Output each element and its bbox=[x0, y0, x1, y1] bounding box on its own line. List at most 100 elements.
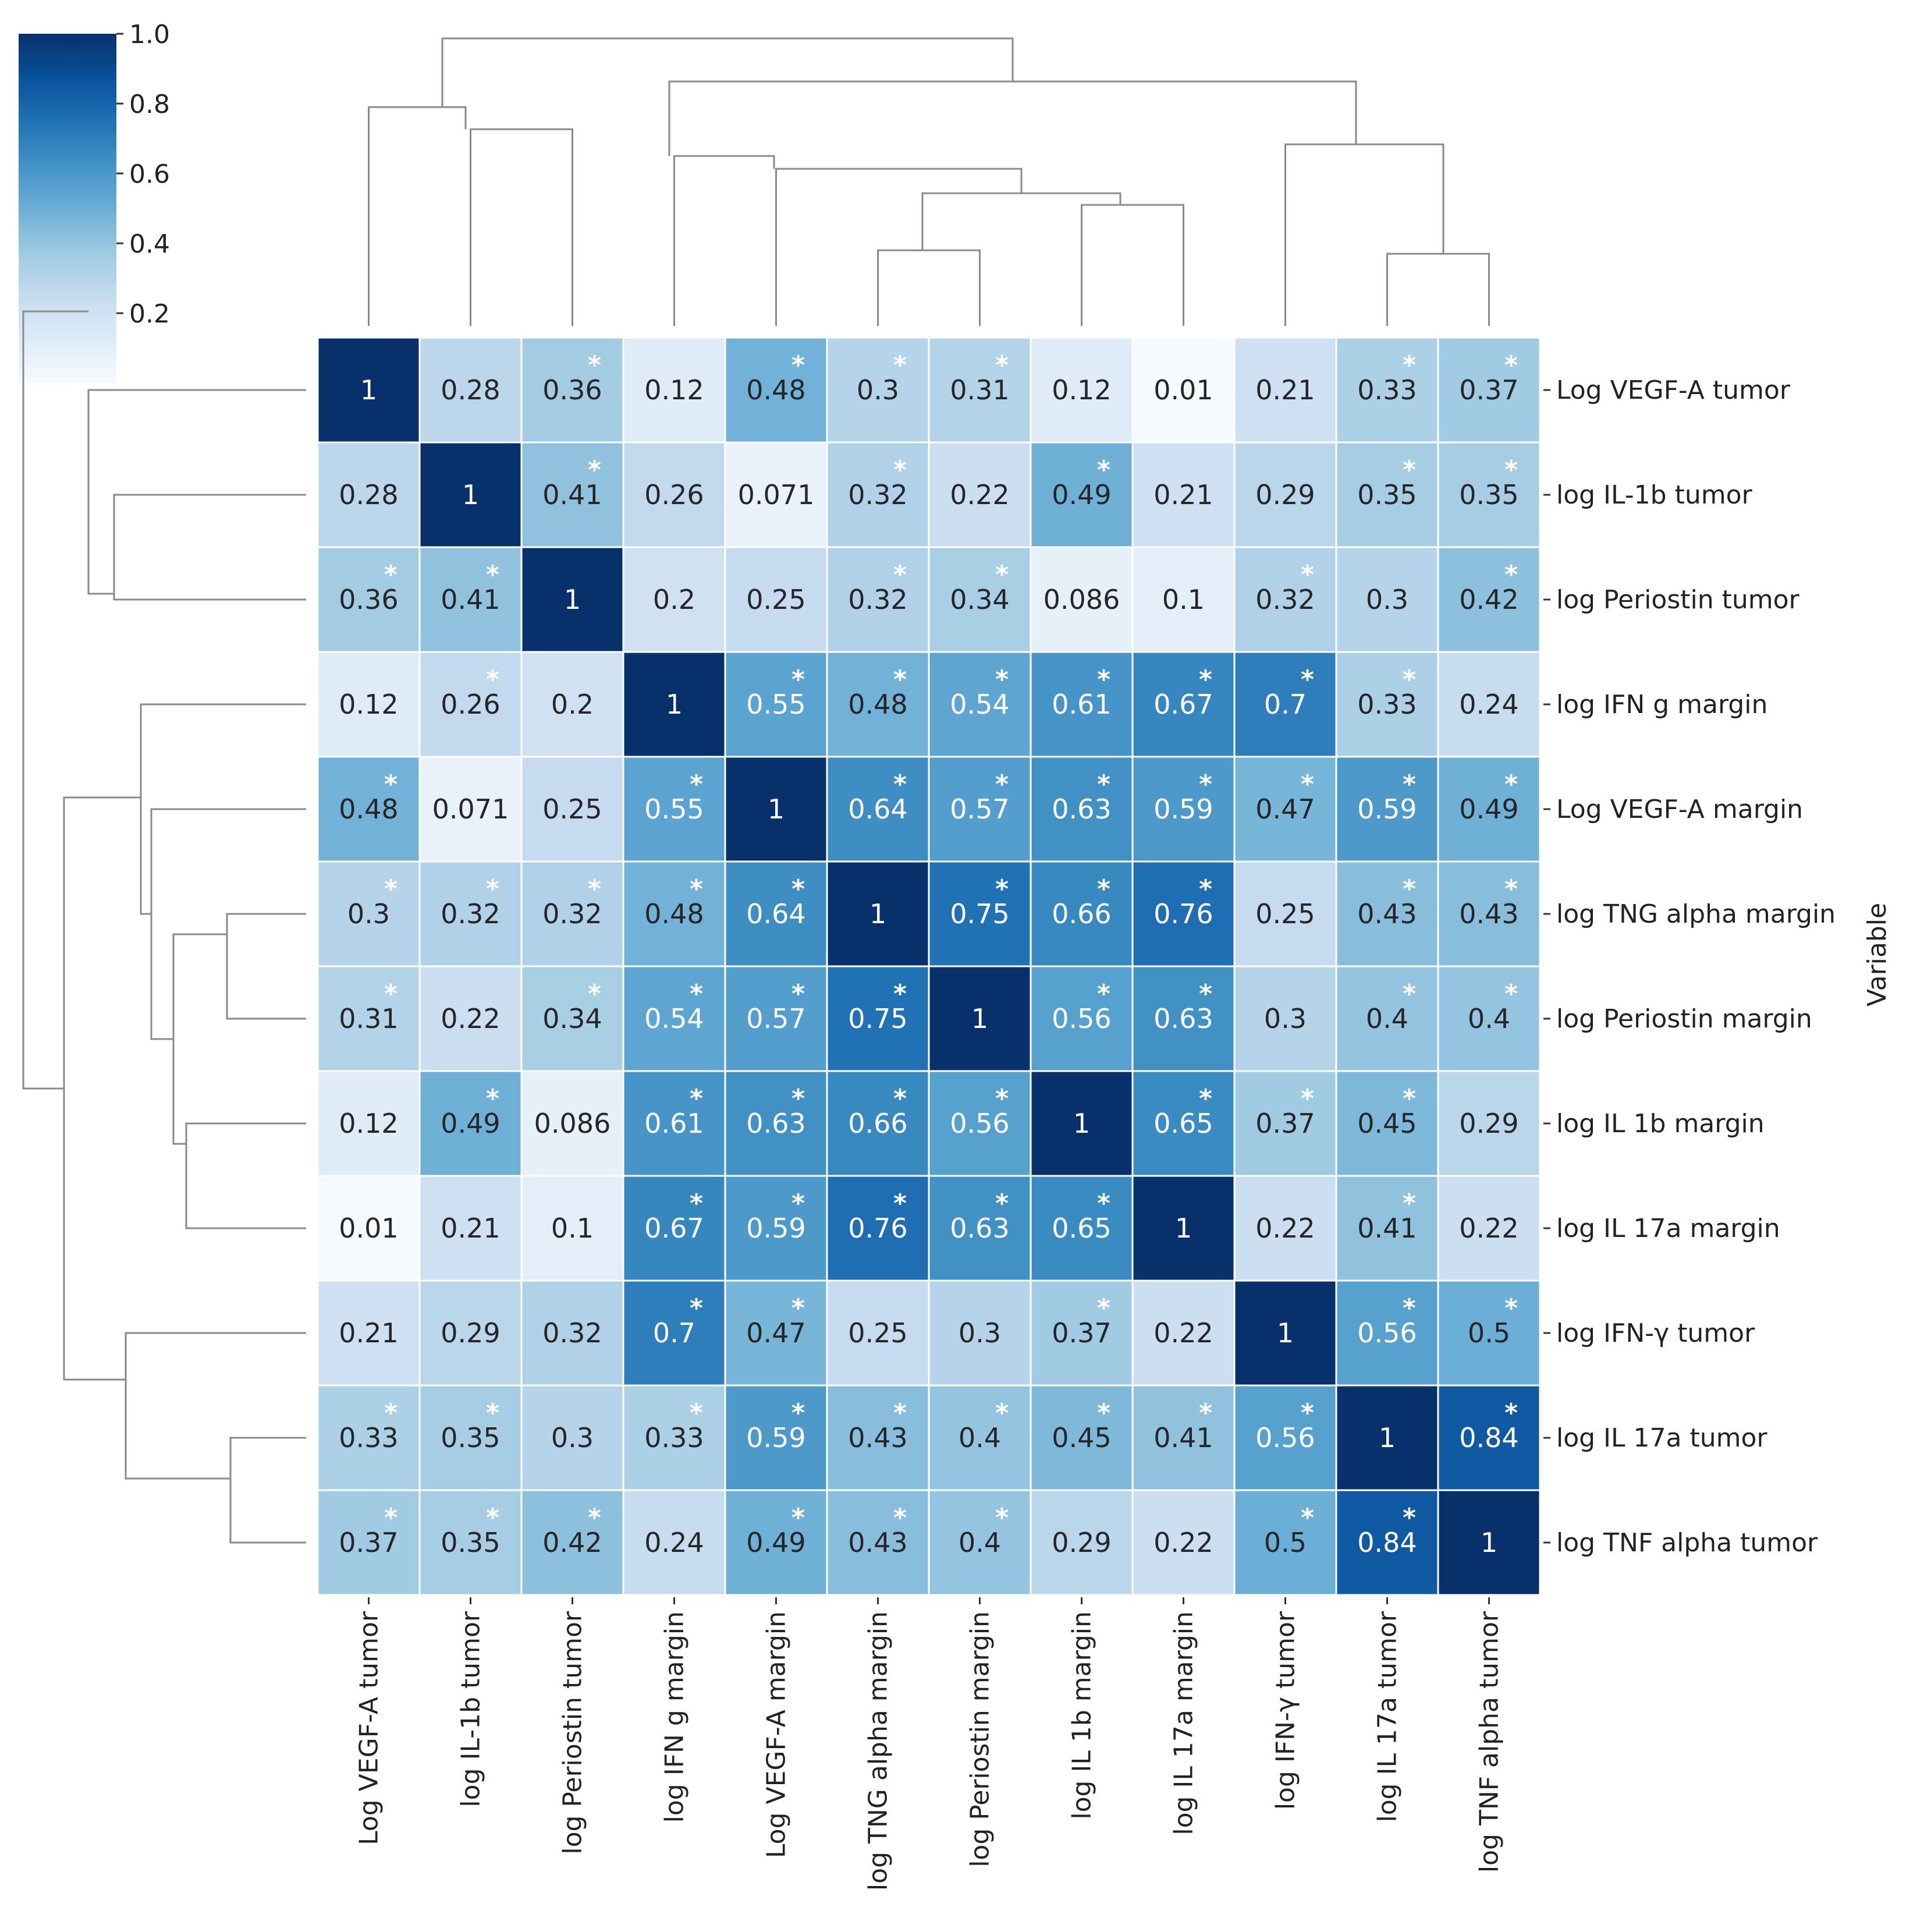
row-label: log IL 17a margin bbox=[1556, 1214, 1780, 1243]
cell-value-label: 0.37 bbox=[1459, 374, 1518, 406]
cell-value-label: 0.31 bbox=[339, 1003, 398, 1034]
heatmap-cell bbox=[928, 336, 1032, 444]
cell-value-label: 0.3 bbox=[1264, 1003, 1307, 1034]
heatmap-cell bbox=[724, 1489, 828, 1596]
heatmap-cell bbox=[520, 441, 624, 548]
heatmap-cell bbox=[1437, 1384, 1541, 1491]
significance-star: * bbox=[588, 455, 601, 485]
significance-star: * bbox=[1097, 770, 1110, 799]
dendrogram-branch bbox=[125, 1332, 306, 1480]
heatmap-cell bbox=[724, 336, 828, 444]
significance-star: * bbox=[791, 1398, 805, 1428]
cell-value-label: 0.41 bbox=[441, 584, 500, 615]
significance-star: * bbox=[1403, 874, 1416, 904]
cell-value-label: 0.37 bbox=[339, 1527, 398, 1558]
cell-value-label: 0.35 bbox=[1357, 479, 1417, 511]
heatmap-cell bbox=[520, 546, 624, 653]
heatmap-cell bbox=[1030, 441, 1134, 548]
heatmap-cell bbox=[520, 965, 624, 1072]
significance-star: * bbox=[1097, 455, 1110, 485]
column-label: log IFN g margin bbox=[660, 1611, 690, 1823]
significance-star: * bbox=[1403, 1503, 1416, 1533]
significance-star: * bbox=[1199, 1084, 1212, 1114]
significance-star: * bbox=[1403, 665, 1416, 694]
heatmap-cell bbox=[317, 965, 421, 1072]
colorbar: 1.0 0.8 0.6 0.4 0.2 bbox=[19, 20, 170, 383]
significance-star: * bbox=[1504, 560, 1518, 590]
row-label: log IL 17a tumor bbox=[1556, 1423, 1767, 1453]
significance-star: * bbox=[690, 979, 703, 1009]
heatmap-cell bbox=[1233, 756, 1337, 863]
cell-value-label: 0.59 bbox=[746, 1422, 805, 1454]
significance-star: * bbox=[1403, 979, 1416, 1009]
significance-star: * bbox=[690, 874, 703, 904]
cell-value-label: 0.45 bbox=[1357, 1108, 1417, 1139]
cell-value-label: 0.21 bbox=[441, 1213, 500, 1244]
significance-star: * bbox=[893, 979, 907, 1009]
significance-star: * bbox=[588, 979, 601, 1009]
heatmap-cell bbox=[622, 756, 726, 863]
heatmap-cell bbox=[826, 441, 930, 548]
cell-value-label: 0.42 bbox=[542, 1527, 602, 1558]
significance-star: * bbox=[1097, 665, 1110, 694]
cell-value-label: 0.48 bbox=[848, 689, 907, 720]
heatmap-cell bbox=[418, 756, 523, 863]
significance-star: * bbox=[791, 874, 805, 904]
dendrogram-branch bbox=[87, 389, 306, 595]
dendrogram-branch bbox=[673, 155, 775, 326]
heatmap-cell bbox=[1030, 1489, 1134, 1596]
cell-value-label: 0.28 bbox=[339, 479, 398, 511]
column-label: log IFN-γ tumor bbox=[1271, 1611, 1301, 1810]
column-label: log IL 17a tumor bbox=[1373, 1611, 1403, 1822]
heatmap-cell bbox=[1335, 546, 1439, 653]
significance-star: * bbox=[1199, 770, 1212, 799]
cell-value-label: 0.32 bbox=[542, 898, 602, 930]
heatmap-cell bbox=[1335, 965, 1439, 1072]
heatmap-cell bbox=[317, 756, 421, 863]
cell-value-label: 0.35 bbox=[441, 1422, 500, 1454]
significance-star: * bbox=[995, 874, 1009, 904]
cell-value-label: 0.7 bbox=[653, 1317, 695, 1349]
column-label: log TNF alpha tumor bbox=[1475, 1611, 1504, 1873]
dendrogram-branch bbox=[22, 310, 88, 1090]
heatmap-cell bbox=[1335, 336, 1439, 444]
cell-value-label: 0.33 bbox=[339, 1422, 398, 1454]
heatmap-cell bbox=[317, 651, 421, 758]
significance-star: * bbox=[588, 874, 601, 904]
significance-star: * bbox=[486, 1503, 499, 1533]
heatmap-cell bbox=[418, 546, 523, 653]
cell-value-label: 0.2 bbox=[551, 689, 594, 720]
cell-value-label: 0.41 bbox=[1153, 1422, 1213, 1454]
heatmap-cell bbox=[418, 651, 523, 758]
heatmap-cell bbox=[724, 756, 828, 863]
significance-star: * bbox=[1403, 1293, 1416, 1323]
significance-star: * bbox=[486, 874, 499, 904]
significance-star: * bbox=[1301, 665, 1314, 694]
cell-value-label: 0.63 bbox=[1052, 793, 1111, 825]
cell-value-label: 0.29 bbox=[441, 1317, 500, 1349]
heatmap-cell bbox=[1335, 651, 1439, 758]
cell-value-label: 0.35 bbox=[1459, 479, 1518, 511]
colorbar-tick-label: 0.2 bbox=[129, 299, 170, 329]
heatmap-cell bbox=[520, 1070, 624, 1177]
cell-value-label: 0.2 bbox=[653, 584, 695, 615]
cell-value-label: 0.61 bbox=[644, 1108, 704, 1139]
significance-star: * bbox=[1199, 979, 1212, 1009]
dendrogram-branch bbox=[229, 1437, 306, 1544]
heatmap-cell bbox=[1131, 336, 1236, 444]
heatmap-cell bbox=[520, 336, 624, 444]
significance-star: * bbox=[893, 455, 907, 485]
significance-star: * bbox=[893, 665, 907, 694]
cell-value-label: 0.12 bbox=[339, 689, 398, 720]
cell-value-label: 0.33 bbox=[644, 1422, 704, 1454]
heatmap-cell bbox=[826, 756, 930, 863]
significance-star: * bbox=[1097, 874, 1110, 904]
heatmap-cell bbox=[1437, 546, 1541, 653]
dendrogram-branch bbox=[470, 128, 573, 326]
cell-value-label: 1 bbox=[1379, 1422, 1396, 1454]
heatmap-cell bbox=[1233, 546, 1337, 653]
cell-value-label: 0.75 bbox=[950, 898, 1009, 930]
column-dendrogram bbox=[368, 37, 1490, 326]
heatmap-cell bbox=[1335, 756, 1439, 863]
cell-value-label: 0.3 bbox=[959, 1317, 1001, 1349]
